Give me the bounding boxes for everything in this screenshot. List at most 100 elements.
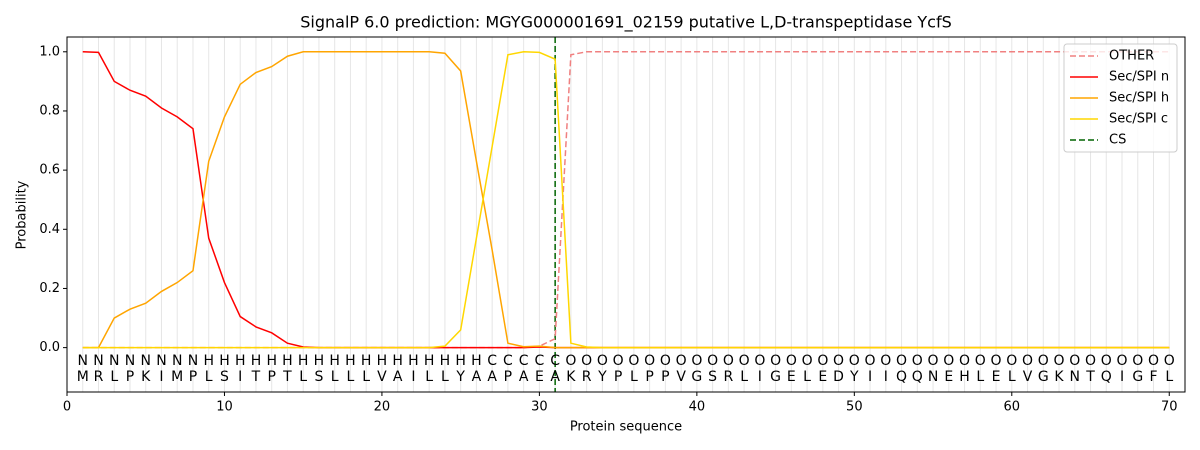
chart-title: SignalP 6.0 prediction: MGYG000001691_02…	[300, 13, 952, 33]
region-label: O	[959, 353, 970, 369]
region-label: O	[912, 353, 923, 369]
plot	[82, 37, 1170, 392]
residue: A	[472, 369, 482, 385]
y-tick-label: 0.8	[39, 103, 60, 118]
x-tick-label: 60	[1004, 400, 1021, 415]
residue: S	[314, 369, 323, 385]
residue: M	[171, 369, 183, 385]
region-label: O	[880, 353, 891, 369]
region-label: O	[975, 353, 986, 369]
residue: E	[787, 369, 796, 385]
residue: L	[441, 369, 449, 385]
region-label: O	[896, 353, 907, 369]
residue: R	[94, 369, 104, 385]
region-label: H	[329, 353, 340, 369]
residue: L	[1008, 369, 1016, 385]
region-label: H	[203, 353, 214, 369]
region-label: C	[487, 353, 497, 369]
residue: L	[1165, 369, 1173, 385]
region-label: H	[219, 353, 230, 369]
residue: S	[220, 369, 229, 385]
legend: OTHER Sec/SPI n Sec/SPI h Sec/SPI c CS	[1063, 43, 1178, 153]
residue: P	[126, 369, 134, 385]
x-tick-label: 10	[216, 400, 233, 415]
residue: G	[770, 369, 781, 385]
region-label: O	[628, 353, 639, 369]
residue: A	[393, 369, 403, 385]
residue: L	[299, 369, 307, 385]
region-label: O	[691, 353, 702, 369]
region-label: N	[156, 353, 166, 369]
y-tick-label: 0.4	[39, 222, 60, 237]
region-label: O	[660, 353, 671, 369]
residue: D	[833, 369, 844, 385]
region-label: H	[266, 353, 277, 369]
residue: K	[566, 369, 576, 385]
region-label: H	[408, 353, 419, 369]
residue: P	[661, 369, 669, 385]
residue: I	[411, 369, 415, 385]
y-tick-label: 1.0	[39, 44, 60, 59]
y-tick-label: 0.2	[39, 281, 60, 296]
region-label: O	[1101, 353, 1112, 369]
region-label: H	[251, 353, 262, 369]
region-label: N	[125, 353, 135, 369]
legend-label: Sec/SPI c	[1109, 112, 1168, 127]
region-label: O	[1069, 353, 1080, 369]
region-label: O	[707, 353, 718, 369]
x-tick-label: 20	[374, 400, 391, 415]
region-label: N	[93, 353, 103, 369]
region-label: O	[786, 353, 797, 369]
region-label: N	[78, 353, 88, 369]
region-label: H	[361, 353, 372, 369]
residue: I	[1120, 369, 1124, 385]
residue: L	[347, 369, 355, 385]
residue: P	[267, 369, 275, 385]
region-label: C	[535, 353, 545, 369]
region-label: O	[597, 353, 608, 369]
region-label: O	[1132, 353, 1143, 369]
region-label: N	[140, 353, 150, 369]
region-label: O	[1022, 353, 1033, 369]
region-label: O	[581, 353, 592, 369]
residue: L	[740, 369, 748, 385]
y-axis-label: Probability	[15, 180, 30, 249]
residue: L	[362, 369, 370, 385]
series-line	[82, 51, 1170, 349]
region-label: C	[519, 353, 529, 369]
series-line	[82, 51, 1170, 349]
residue: I	[238, 369, 242, 385]
residue: G	[1132, 369, 1143, 385]
region-label: C	[503, 353, 513, 369]
region-label: O	[1054, 353, 1065, 369]
region-label: H	[440, 353, 451, 369]
region-label: O	[1116, 353, 1127, 369]
residue: Q	[1101, 369, 1112, 385]
residue: I	[884, 369, 888, 385]
region-label: O	[644, 353, 655, 369]
residue: S	[708, 369, 717, 385]
residue: I	[868, 369, 872, 385]
region-label: H	[345, 353, 356, 369]
region-label: H	[298, 353, 309, 369]
series-line	[82, 51, 1170, 349]
residue: P	[614, 369, 622, 385]
grid	[82, 37, 1170, 392]
residue: L	[205, 369, 213, 385]
region-label: O	[1006, 353, 1017, 369]
residue: L	[976, 369, 984, 385]
residue: V	[377, 369, 387, 385]
region-label: O	[849, 353, 860, 369]
residue: N	[1070, 369, 1080, 385]
region-label: O	[928, 353, 939, 369]
residue: K	[141, 369, 151, 385]
residue: T	[251, 369, 261, 385]
residue: E	[944, 369, 953, 385]
region-label: H	[424, 353, 435, 369]
region-label: O	[565, 353, 576, 369]
residue: P	[645, 369, 653, 385]
region-label: O	[1148, 353, 1159, 369]
residue: A	[487, 369, 497, 385]
region-label: O	[770, 353, 781, 369]
